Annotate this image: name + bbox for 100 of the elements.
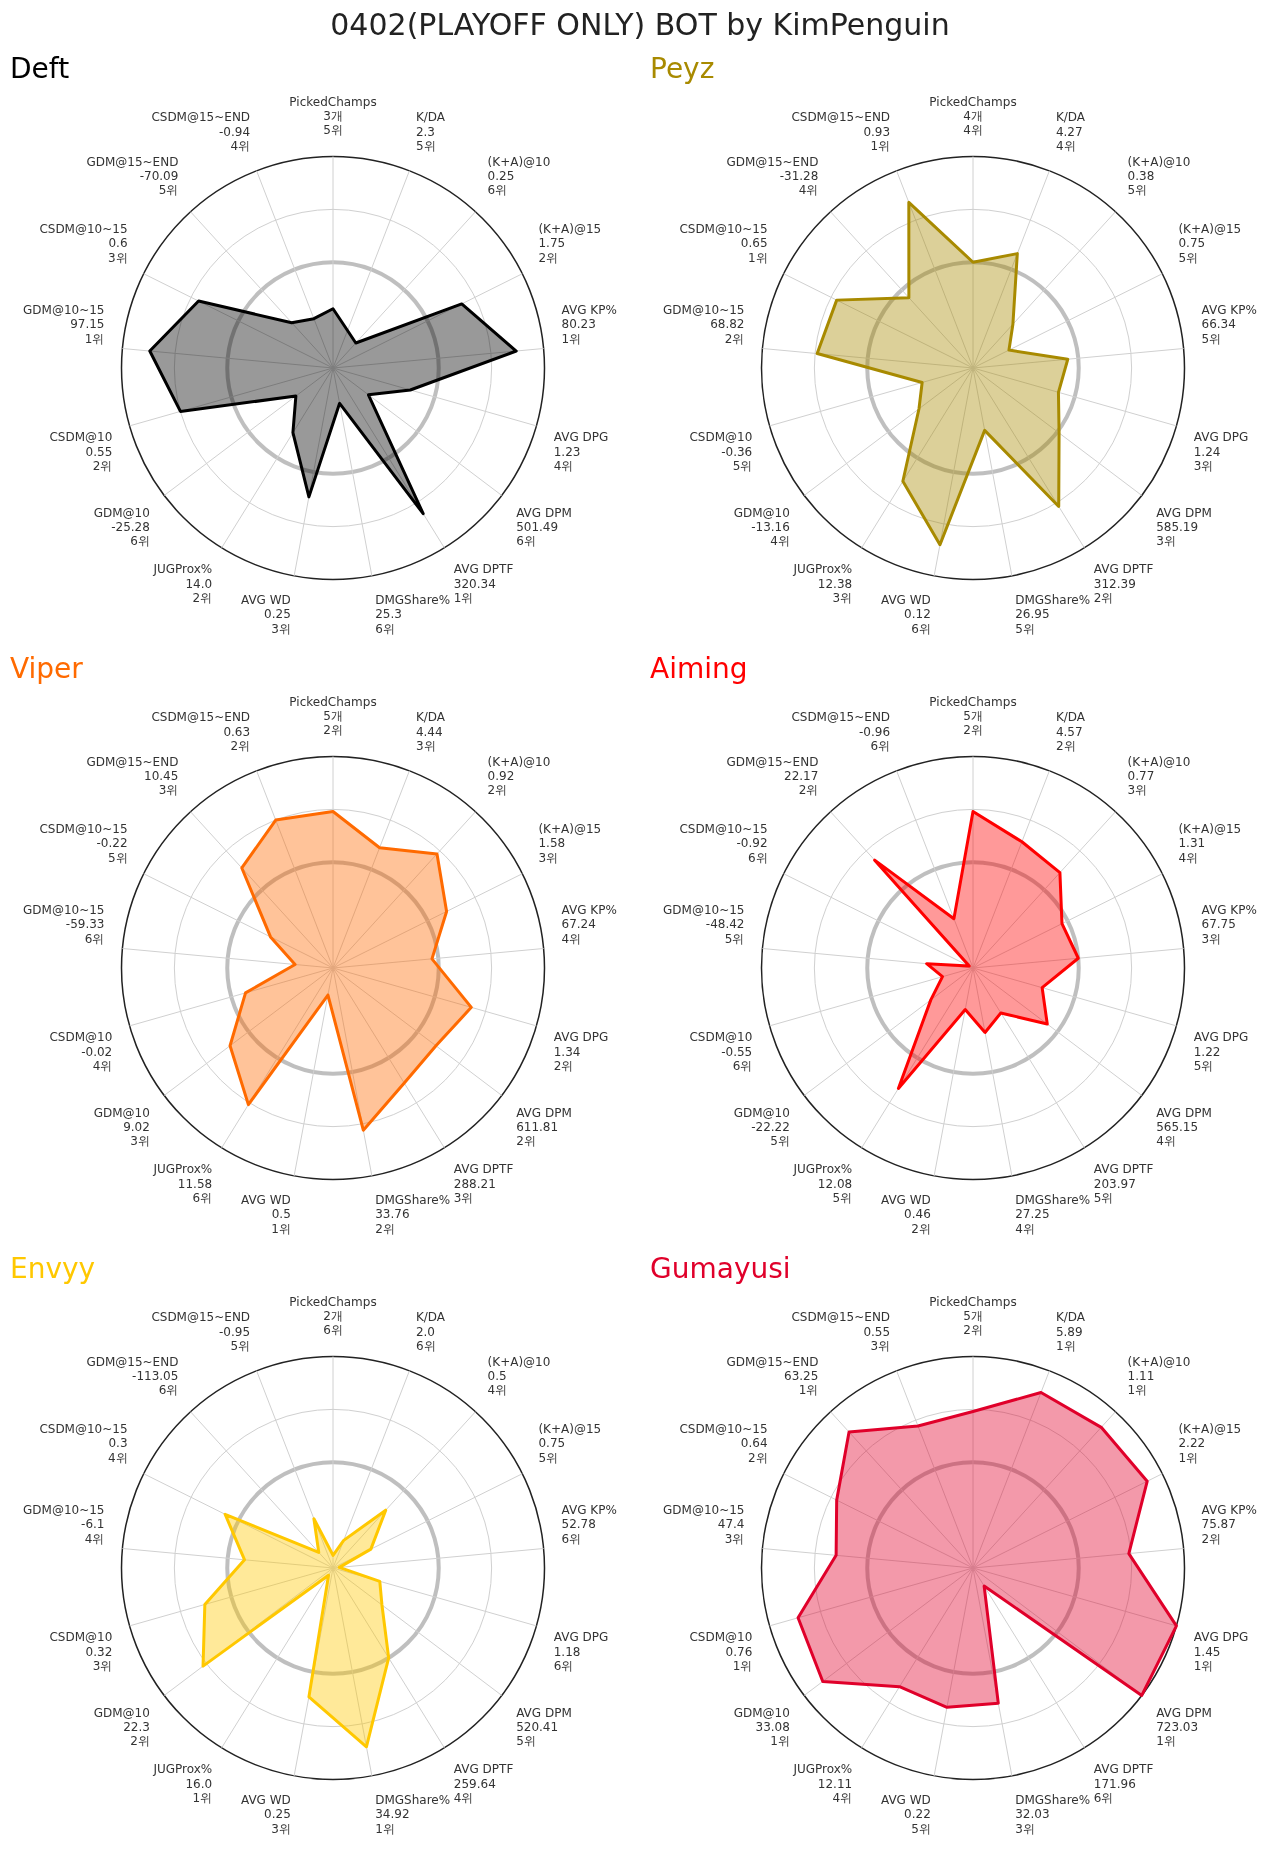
spoke-label: CSDM@10~15 -0.22 5위 [39, 821, 128, 865]
spoke-label: CSDM@10 -0.36 5위 [689, 430, 753, 473]
spoke-label: GDM@10~15 -59.33 6위 [22, 902, 105, 946]
spoke-label: AVG DPM 723.03 1위 [1156, 1705, 1212, 1749]
spoke-label: GDM@15~END 63.25 1위 [726, 1354, 819, 1398]
spoke-label: CSDM@10~15 0.64 2위 [679, 1421, 768, 1465]
spoke-label: AVG DPM 520.41 5위 [516, 1705, 572, 1749]
spoke-label: AVG DPTF 203.97 5위 [1093, 1162, 1154, 1206]
spoke-label: (K+A)@10 0.38 5위 [1127, 154, 1191, 198]
spoke-label: GDM@15~END -31.28 4위 [726, 154, 819, 198]
spoke-label: AVG WD 0.22 5위 [880, 1792, 931, 1836]
spoke-label: (K+A)@15 1.75 2위 [538, 221, 602, 265]
spoke-label: GDM@10~15 47.4 3위 [662, 1502, 745, 1546]
spoke-label: (K+A)@10 0.77 3위 [1127, 754, 1191, 798]
spoke-label: GDM@10~15 -48.42 5위 [662, 902, 745, 946]
spoke-label: AVG DPTF 288.21 3위 [453, 1162, 514, 1206]
spoke-label: (K+A)@15 1.31 4위 [1178, 821, 1242, 865]
chart-title: Gumayusi [650, 1252, 791, 1286]
spoke-label: AVG DPM 501.49 6위 [516, 505, 572, 549]
spoke-label: GDM@15~END 10.45 3위 [86, 754, 179, 798]
spoke-label: AVG DPG 1.22 5위 [1193, 1030, 1249, 1073]
spoke-label: CSDM@15~END -0.94 4위 [151, 110, 251, 153]
spoke-label: GDM@10~15 68.82 2위 [662, 302, 745, 346]
spoke-label: AVG DPG 1.24 3위 [1193, 430, 1249, 473]
spoke-label: CSDM@15~END 0.63 2위 [151, 710, 251, 753]
spoke-label: AVG WD 0.5 1위 [240, 1192, 291, 1236]
spoke-label: CSDM@15~END 0.93 1위 [791, 110, 891, 153]
spoke-label: AVG WD 0.12 6위 [880, 592, 931, 636]
chart-title: Deft [10, 52, 70, 86]
spoke-label: PickedChamps 4개 4위 [929, 94, 1017, 138]
spoke-label: JUGProx% 12.08 5위 [792, 1162, 853, 1206]
spoke-label: AVG KP% 52.78 6위 [561, 1502, 617, 1546]
spoke-label: (K+A)@10 0.5 4위 [487, 1354, 551, 1398]
spoke-label: K/DA 4.44 3위 [415, 710, 446, 753]
spoke-label: AVG KP% 67.24 4위 [561, 902, 617, 946]
spoke-label: PickedChamps 5개 2위 [289, 694, 377, 738]
spoke-label: (K+A)@15 1.58 3위 [538, 821, 602, 865]
spoke-label: CSDM@15~END 0.55 3위 [791, 1310, 891, 1353]
spoke-label: (K+A)@15 0.75 5위 [538, 1421, 602, 1465]
spoke-label: AVG KP% 66.34 5위 [1201, 302, 1257, 346]
spoke-label: AVG DPM 585.19 3위 [1156, 505, 1212, 549]
chart-title: Viper [10, 652, 84, 686]
spoke-label: CSDM@10~15 -0.92 6위 [679, 821, 768, 865]
spoke-label: AVG DPM 565.15 4위 [1156, 1105, 1212, 1149]
spoke-label: GDM@10 33.08 1위 [733, 1705, 790, 1749]
spoke-label: GDM@10 -25.28 6위 [93, 505, 150, 549]
spoke-label: JUGProx% 16.0 1위 [152, 1762, 213, 1806]
spoke-label: JUGProx% 14.0 2위 [152, 562, 213, 606]
spoke-label: CSDM@10 0.55 2위 [49, 430, 113, 473]
spoke-label: CSDM@10 0.32 3위 [49, 1630, 113, 1673]
spoke-label: PickedChamps 5개 2위 [929, 694, 1017, 738]
spoke-label: JUGProx% 12.38 3위 [792, 562, 853, 606]
spoke-label: PickedChamps 3개 5위 [289, 94, 377, 138]
spoke-label: DMGShare% 27.25 4위 [1015, 1192, 1091, 1236]
spoke-label: (K+A)@15 2.22 1위 [1178, 1421, 1242, 1465]
spoke-label: K/DA 4.57 2위 [1055, 710, 1086, 753]
spoke-label: DMGShare% 25.3 6위 [375, 592, 451, 636]
spoke-label: GDM@10 9.02 3위 [93, 1105, 150, 1149]
spoke-label: GDM@10~15 97.15 1위 [22, 302, 105, 346]
spoke-label: AVG DPG 1.23 4위 [553, 430, 609, 473]
spoke-label: AVG DPG 1.18 6위 [553, 1630, 609, 1673]
spoke-label: DMGShare% 33.76 2위 [375, 1192, 451, 1236]
spoke-label: (K+A)@10 0.92 2위 [487, 754, 551, 798]
spoke-label: AVG KP% 75.87 2위 [1201, 1502, 1257, 1546]
spoke-label: AVG DPM 611.81 2위 [516, 1105, 572, 1149]
spoke-label: AVG DPG 1.34 2위 [553, 1030, 609, 1073]
spoke-label: GDM@10 22.3 2위 [93, 1705, 150, 1749]
spoke-label: AVG DPTF 171.96 6위 [1093, 1762, 1154, 1806]
spoke-label: JUGProx% 12.11 4위 [792, 1762, 853, 1806]
spoke-label: AVG KP% 80.23 1위 [561, 302, 617, 346]
spoke-label: (K+A)@10 0.25 6위 [487, 154, 551, 198]
chart-title: Envyy [10, 1252, 96, 1286]
spoke-label: AVG KP% 67.75 3위 [1201, 902, 1257, 946]
spoke-label: CSDM@10 -0.02 4위 [49, 1030, 113, 1073]
spoke-label: CSDM@15~END -0.95 5위 [151, 1310, 251, 1353]
spoke-label: CSDM@10~15 0.6 3위 [39, 221, 128, 265]
spoke-label: GDM@15~END 22.17 2위 [726, 754, 819, 798]
spoke-label: JUGProx% 11.58 6위 [152, 1162, 213, 1206]
spoke-label: GDM@15~END -70.09 5위 [86, 154, 179, 198]
spoke-label: DMGShare% 32.03 3위 [1015, 1792, 1091, 1836]
spoke-label: AVG DPTF 320.34 1위 [453, 562, 514, 606]
spoke-label: CSDM@10 0.76 1위 [689, 1630, 753, 1673]
spoke-label: AVG DPG 1.45 1위 [1193, 1630, 1249, 1673]
spoke-label: DMGShare% 26.95 5위 [1015, 592, 1091, 636]
spoke-label: AVG DPTF 259.64 4위 [453, 1762, 514, 1806]
spoke-label: K/DA 5.89 1위 [1055, 1310, 1086, 1353]
spoke-label: GDM@10 -13.16 4위 [733, 505, 790, 549]
spoke-label: K/DA 4.27 4위 [1055, 110, 1086, 153]
chart-title: Aiming [650, 652, 748, 686]
text: 0402(PLAYOFF ONLY) BOT by KimPenguin [329, 6, 951, 44]
spoke-label: GDM@15~END -113.05 6위 [86, 1354, 179, 1398]
spoke-label: PickedChamps 5개 2위 [929, 1294, 1017, 1338]
spoke-label: K/DA 2.3 5위 [415, 110, 446, 153]
spoke-label: DMGShare% 34.92 1위 [375, 1792, 451, 1836]
spoke-label: (K+A)@15 0.75 5위 [1178, 221, 1242, 265]
spoke-label: GDM@10~15 -6.1 4위 [22, 1502, 105, 1546]
chart-title: Peyz [650, 52, 715, 86]
spoke-label: CSDM@10 -0.55 6위 [689, 1030, 753, 1073]
spoke-label: CSDM@15~END -0.96 6위 [791, 710, 891, 753]
spoke-label: (K+A)@10 1.11 1위 [1127, 1354, 1191, 1398]
